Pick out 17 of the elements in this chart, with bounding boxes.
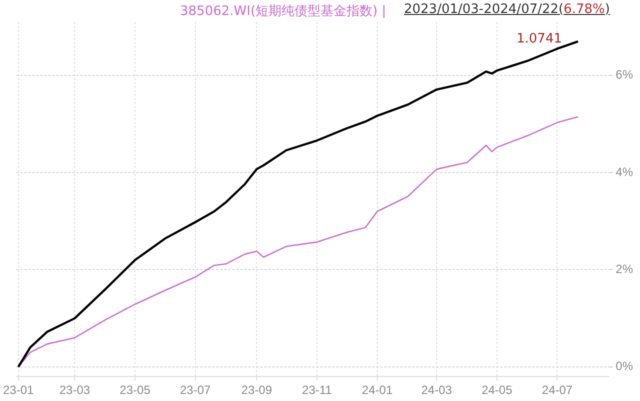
annotation: 1.0741 <box>516 31 562 46</box>
x-tick-label: 24-05 <box>482 383 513 398</box>
x-tick-label: 23-07 <box>180 383 212 398</box>
x-tick-label: 24-03 <box>421 383 452 398</box>
y-tick-label: 2% <box>616 262 634 276</box>
y-tick-label: 4% <box>616 164 634 179</box>
x-tick-label: 23-03 <box>59 383 90 398</box>
x-tick-label: 24-01 <box>362 383 393 398</box>
y-tick-label: 0% <box>616 359 634 374</box>
x-tick-label: 24-07 <box>542 383 573 398</box>
x-tick-label: 23-11 <box>302 383 332 398</box>
x-tick-label: 23-05 <box>120 383 151 398</box>
x-tick-label: 23-09 <box>241 383 272 398</box>
chart-title: 2023/01/03-2024/07/22(6.78%) <box>404 2 610 17</box>
x-tick-label: 23-01 <box>2 383 34 398</box>
text: 385062.WI(短期纯债型基金指数) | <box>180 4 386 19</box>
y-tick-label: 6% <box>616 68 634 82</box>
